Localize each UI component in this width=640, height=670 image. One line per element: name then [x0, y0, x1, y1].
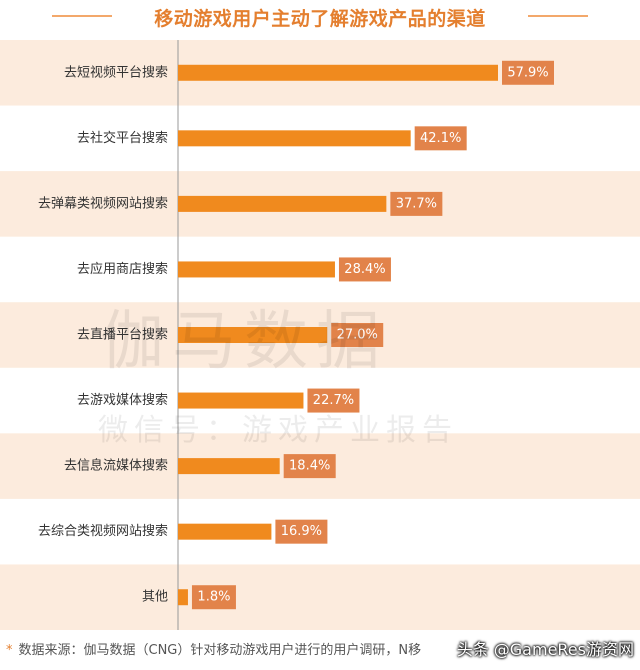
category-label: 去社交平台搜索: [77, 130, 168, 146]
row-stripes: [0, 40, 640, 630]
title-decor-right: [528, 15, 588, 17]
value-label-bg: [283, 454, 336, 479]
value-label: 18.4%: [289, 459, 330, 474]
bars-group: 去短视频平台搜索 57.9% 去社交平台搜索 42.1% 去弹幕类视频网站搜索 37.7%…: [38, 60, 554, 610]
category-label: 去应用商店搜索: [77, 261, 168, 277]
value-label: 16.9%: [281, 524, 322, 539]
value-label-bg: [502, 60, 554, 85]
asterisk-icon: *: [6, 643, 13, 658]
category-label: 去直播平台搜索: [77, 328, 168, 343]
footer: * 数据来源：伽马数据（CNG）针对移动游戏用户进行的用户调研，N移 头条 @Ga…: [0, 634, 640, 668]
brand-watermark: 头条 @GameRes游资网: [456, 640, 634, 659]
value-label-bg: [331, 323, 384, 347]
value-label: 57.9%: [507, 65, 548, 80]
value-label: 42.1%: [420, 131, 461, 146]
category-label: 其他: [142, 590, 168, 605]
value-label: 27.0%: [337, 328, 378, 343]
bar: [178, 392, 304, 409]
category-label: 去综合类视频网站搜索: [38, 524, 168, 539]
bar: [178, 327, 328, 343]
value-label-bg: [275, 519, 328, 544]
row-stripe: [0, 564, 640, 630]
value-label-bg: [390, 191, 443, 216]
category-label: 去弹幕类视频网站搜索: [38, 196, 168, 211]
value-label: 28.4%: [344, 262, 385, 277]
bar: [178, 589, 188, 606]
bar: [178, 458, 280, 475]
bar: [178, 64, 498, 81]
source-note: * 数据来源：伽马数据（CNG）针对移动游戏用户进行的用户调研，N移: [6, 639, 421, 658]
chart-title: 移动游戏用户主动了解游戏产品的渠道: [154, 8, 486, 30]
value-label-bg: [191, 585, 236, 610]
category-label: 去游戏媒体搜索: [77, 393, 168, 408]
bar: [178, 523, 272, 540]
bar: [178, 130, 411, 147]
title-decor-left: [52, 15, 112, 17]
value-label-bg: [307, 388, 360, 413]
bar: [178, 195, 387, 212]
category-label: 去短视频平台搜索: [64, 65, 168, 80]
bar-chart: 去短视频平台搜索 57.9% 去社交平台搜索 42.1% 去弹幕类视频网站搜索 37.7%…: [0, 40, 640, 630]
category-label: 去信息流媒体搜索: [64, 458, 168, 474]
value-label: 37.7%: [396, 196, 437, 211]
source-text: 数据来源：伽马数据（CNG）针对移动游戏用户进行的用户调研，N移: [18, 643, 422, 658]
value-label-bg: [414, 126, 467, 151]
value-label-bg: [338, 257, 391, 282]
value-label: 1.8%: [197, 590, 230, 605]
title-bar: 移动游戏用户主动了解游戏产品的渠道: [0, 0, 640, 34]
value-label: 22.7%: [313, 393, 354, 408]
bar: [178, 261, 335, 278]
